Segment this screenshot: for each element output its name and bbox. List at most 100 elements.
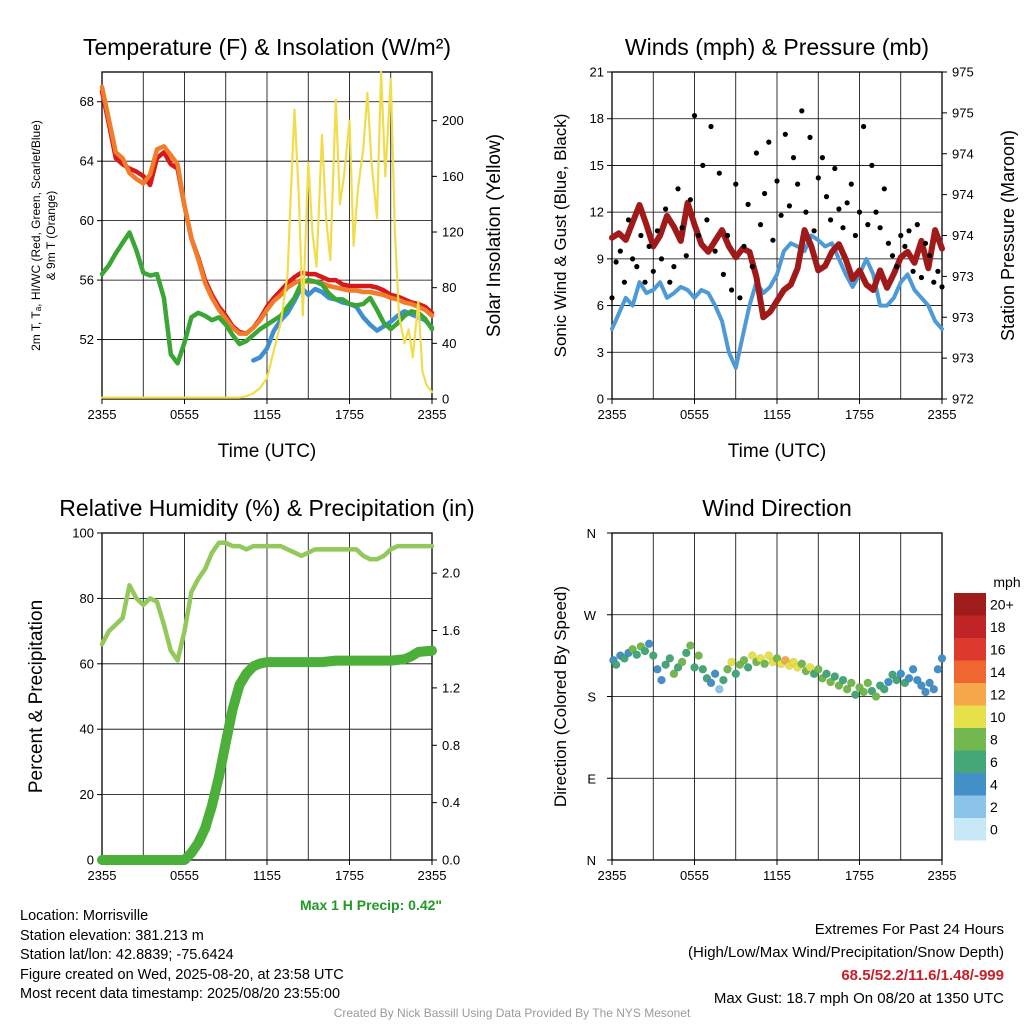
- direction-point: [690, 662, 699, 672]
- gust-point: [712, 248, 718, 254]
- gust-point: [630, 256, 636, 262]
- x-tick-label: 2355: [598, 868, 627, 883]
- direction-point: [727, 657, 737, 667]
- colorbar-swatch: [954, 750, 986, 773]
- gust-point: [906, 228, 912, 234]
- y-left-tick-label: 52: [80, 332, 94, 347]
- gust-point: [881, 186, 887, 192]
- y-right-tick-label: 975: [952, 65, 974, 80]
- direction-point: [830, 672, 840, 681]
- colorbar-label: 10: [990, 709, 1006, 725]
- gust-point: [815, 175, 821, 181]
- y-left-tick-label: 64: [80, 154, 94, 169]
- direction-point: [908, 664, 918, 674]
- gust-point: [716, 170, 722, 176]
- x-tick-label: 2355: [418, 868, 447, 883]
- gust-point: [873, 209, 879, 215]
- y-right-tick-label: 0.8: [442, 738, 460, 753]
- gust-point: [889, 253, 896, 259]
- direction-point: [896, 669, 906, 679]
- gust-point: [803, 209, 809, 215]
- colorbar-swatch: [954, 638, 986, 661]
- gust-point: [737, 295, 743, 301]
- x-axis-title: Time (UTC): [728, 441, 827, 462]
- direction-point: [681, 648, 691, 658]
- x-tick-label: 0555: [680, 407, 709, 422]
- gust-point: [700, 162, 706, 168]
- direction-point: [710, 669, 720, 679]
- max-precip-annotation: Max 1 H Precip: 0.42": [300, 897, 443, 913]
- y-right-tick-label: 2.0: [442, 566, 460, 581]
- chart-title: Wind Direction: [702, 495, 852, 521]
- gust-point: [914, 222, 920, 228]
- x-tick-label: 1155: [763, 868, 791, 883]
- direction-point: [619, 653, 629, 663]
- gust-point: [675, 186, 681, 192]
- direction-point: [694, 651, 704, 661]
- series-line: [251, 285, 435, 363]
- gust-point: [852, 232, 859, 239]
- gust-point: [634, 264, 640, 270]
- direction-point: [652, 664, 662, 674]
- direction-point: [698, 664, 708, 674]
- y-left-tick-label: 6: [597, 298, 604, 313]
- direction-point: [805, 662, 815, 672]
- gust-point: [753, 150, 760, 156]
- direction-point: [826, 677, 836, 687]
- colorbar-label: 2: [990, 799, 998, 815]
- gust-point: [786, 203, 793, 209]
- colorbar-label: 14: [990, 664, 1006, 680]
- gust-point: [671, 264, 677, 270]
- colorbar-label: 4: [990, 776, 998, 792]
- y-left-tick-label: 56: [80, 273, 94, 288]
- direction-point: [723, 664, 732, 674]
- gust-point: [609, 295, 615, 301]
- colorbar-swatch: [954, 593, 986, 616]
- gust-point: [667, 279, 673, 285]
- direction-point: [921, 687, 930, 697]
- gust-point: [828, 217, 834, 223]
- y-right-tick-label: 973: [952, 269, 974, 284]
- y-left-tick-label: 12: [590, 205, 604, 220]
- direction-point: [714, 684, 724, 694]
- series-line: [610, 233, 944, 370]
- direction-point: [611, 660, 621, 670]
- direction-point: [842, 684, 852, 694]
- y-left-tick-label: 9: [597, 251, 604, 266]
- x-tick-label: 2355: [418, 407, 447, 422]
- gust-point: [650, 268, 656, 274]
- y-left-tick-label: 3: [597, 345, 604, 360]
- colorbar-label: 20+: [990, 596, 1014, 612]
- gust-point: [708, 123, 714, 130]
- gust-point: [848, 181, 854, 187]
- colorbar-label: 12: [990, 686, 1006, 702]
- y-left-tick-label: 20: [80, 787, 94, 802]
- y-axis-title-left-line2: & 9m T (Orange): [44, 191, 58, 281]
- humidity-chart: 2355 0555 1155 1755 23550204060801000.00.40.…: [26, 495, 475, 883]
- gust-point: [840, 225, 846, 231]
- gust-point: [720, 271, 727, 277]
- x-tick-label: 1755: [335, 407, 364, 422]
- gust-point: [613, 259, 619, 265]
- gust-point: [745, 201, 751, 207]
- x-tick-label: 2355: [88, 868, 117, 883]
- y-left-tick-label: 40: [80, 722, 94, 737]
- direction-point: [669, 669, 679, 679]
- gust-point: [749, 264, 755, 270]
- direction-point: [879, 684, 889, 694]
- y-axis-title-right: Station Pressure (Maroon): [998, 130, 1018, 341]
- x-tick-label: 1155: [253, 407, 281, 422]
- y-right-tick-label: 40: [442, 336, 456, 351]
- y-axis-title-left: Percent & Precipitation: [26, 600, 47, 793]
- gust-point: [844, 200, 850, 206]
- y-left-tick-label: 0: [597, 392, 604, 407]
- x-tick-label: 0555: [680, 868, 709, 883]
- y-right-tick-label: 0.0: [442, 853, 460, 868]
- gust-point: [757, 222, 764, 228]
- chart-title: Winds (mph) & Pressure (mb): [625, 34, 929, 60]
- direction-point: [718, 675, 728, 685]
- direction-point: [904, 673, 914, 683]
- y-left-tick-label: 68: [80, 94, 94, 109]
- gust-point: [795, 181, 801, 187]
